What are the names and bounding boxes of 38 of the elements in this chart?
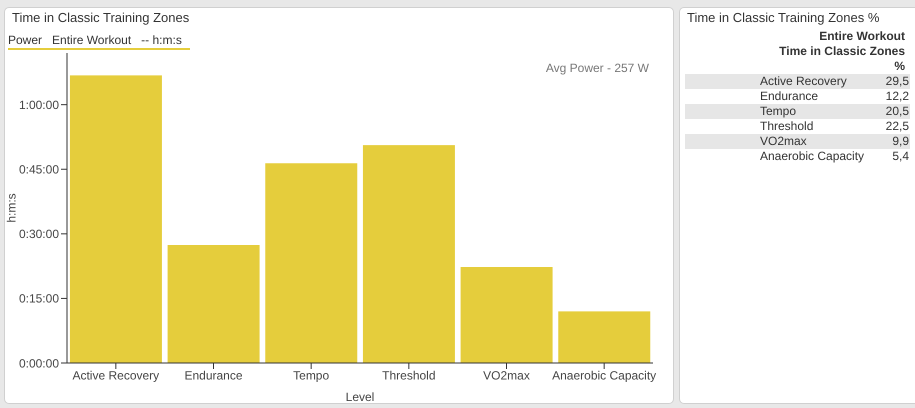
y-tick-label: 1:00:00 [18,98,60,112]
chart-title: Time in Classic Training Zones [12,10,190,25]
y-axis-title: h:m:s [4,193,18,223]
text: Time in Classic Zones [779,44,905,58]
category-label: Anaerobic Capacity [760,149,864,163]
category-label: Endurance [760,89,818,103]
x-tick-label: Active Recovery [72,368,160,383]
x-tick-label: Anaerobic Capacity [552,368,656,383]
text: % [894,59,905,73]
category-label: Tempo [760,104,796,118]
text: 29,5 [886,74,909,88]
bar [460,266,553,363]
bar [362,145,455,363]
x-axis-title: Level [346,390,374,404]
text: 5,4 [892,149,909,163]
bar [558,311,650,363]
text: Entire Workout [819,29,905,43]
x-tick-label: Tempo [293,368,330,383]
bar [168,245,260,363]
bar [70,75,162,363]
text: 9,9 [892,134,909,148]
text: 12,2 [886,89,909,103]
annotation: Avg Power - 257 W [546,61,649,75]
y-tick-label: 0:30:00 [18,227,60,242]
category-label: Active Recovery [760,74,847,88]
text: Power Entire Workout -- h:m:s [8,33,190,50]
text: Time in Classic Training Zones % [687,10,880,25]
category-label: Threshold [760,119,814,133]
x-tick-label: Threshold [382,368,436,383]
y-tick-label: 0:15:00 [18,292,60,306]
x-tick-label: Endurance [184,368,243,383]
x-tick-label: VO2max [483,368,530,383]
y-tick-label: 0:00:00 [18,356,60,370]
y-tick-label: 0:45:00 [18,162,60,177]
bar [265,163,358,363]
text: 20,5 [886,104,909,118]
text: 22,5 [886,119,909,133]
category-label: VO2max [760,134,807,148]
